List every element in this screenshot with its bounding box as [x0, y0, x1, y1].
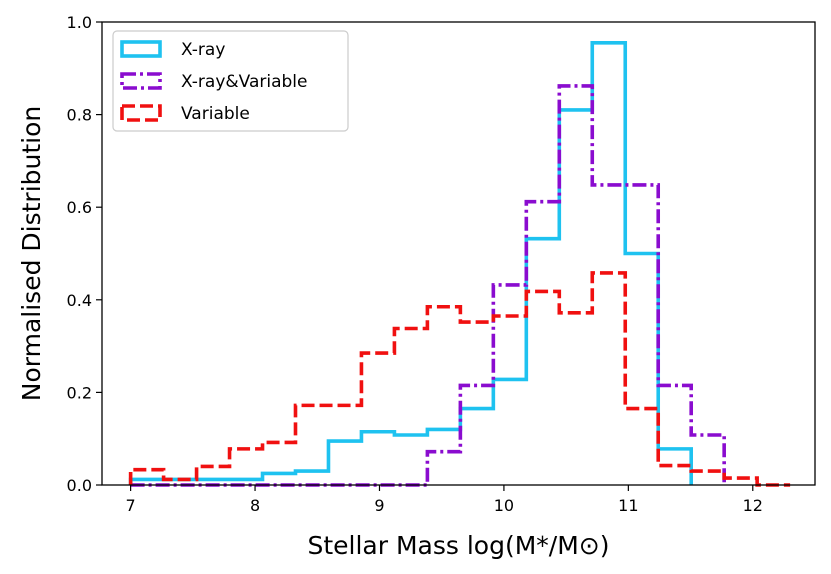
- y-tick-label: 1.0: [67, 13, 92, 32]
- plot-frame: [101, 21, 816, 486]
- legend: X-ray X-ray&Variable Variable: [112, 30, 349, 132]
- series-variable: [128, 271, 791, 487]
- x-tick-label: 10: [494, 496, 514, 515]
- y-tick-label: 0.8: [67, 106, 92, 125]
- y-tick-label: 0.2: [67, 383, 92, 402]
- legend-label: Variable: [181, 104, 250, 124]
- y-tick-label: 0.6: [67, 198, 92, 217]
- legend-frame: [112, 30, 349, 132]
- legend-swatch: [120, 40, 162, 58]
- x-tick-label: 7: [126, 496, 136, 515]
- series-x-ray-variable: [130, 84, 726, 487]
- x-tick-label: 8: [250, 496, 260, 515]
- legend-label: X-ray&Variable: [181, 72, 308, 92]
- x-tick-label: 9: [374, 496, 384, 515]
- legend-swatch: [120, 72, 162, 90]
- legend-label: X-ray: [181, 40, 225, 60]
- x-axis-label: Stellar Mass log(M*/M⊙): [307, 531, 609, 560]
- x-tick-label: 12: [743, 496, 763, 515]
- series-x-ray: [128, 41, 693, 485]
- x-tick-label: 11: [618, 496, 638, 515]
- y-axis-label: Normalised Distribution: [17, 106, 46, 401]
- legend-swatch: [120, 104, 162, 122]
- y-tick-label: 0.0: [67, 476, 92, 495]
- y-tick-label: 0.4: [67, 291, 92, 310]
